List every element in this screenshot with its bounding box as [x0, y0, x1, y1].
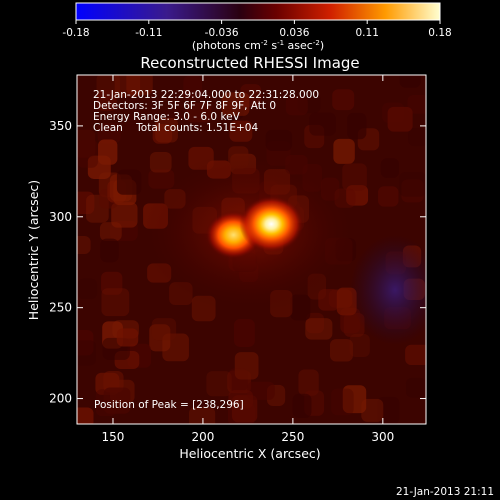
colorbar-units: (photons cm-2 s-1 asec-2): [192, 39, 324, 52]
y-axis-label: Heliocentric Y (arcsec): [26, 180, 41, 320]
colorbar-tick-label: -0.18: [62, 27, 89, 39]
y-tick-label: 300: [49, 210, 72, 224]
colorbar-tick-label: -0.11: [135, 27, 162, 39]
colorbar: [75, 2, 441, 21]
info-detectors: Detectors: 3F 5F 6F 7F 8F 9F, Att 0: [93, 100, 276, 112]
heatmap-image: [77, 75, 426, 424]
plot-frame: [76, 74, 427, 425]
y-tick-label: 350: [49, 119, 72, 133]
colorbar-tick-label: -0.036: [205, 27, 239, 39]
info-energy-range: Energy Range: 3.0 - 6.0 keV: [93, 111, 241, 123]
colorbar-tick-label: 0.11: [356, 27, 379, 39]
y-tick-label: 200: [49, 392, 72, 406]
axis-ticks: 150 200 250 300 200 250 300 350: [49, 75, 426, 444]
x-tick-label: 300: [371, 430, 394, 444]
x-axis-label: Heliocentric X (arcsec): [179, 446, 320, 461]
colorbar-tick-label: 0.18: [428, 27, 451, 39]
y-tick-label: 250: [49, 301, 72, 315]
colorbar-tick-label: 0.036: [279, 27, 309, 39]
x-tick-label: 200: [191, 430, 214, 444]
peak-position-label: Position of Peak = [238,296]: [94, 399, 244, 411]
source-peak: [239, 196, 304, 253]
colorbar-ticks: -0.18 -0.11 -0.036 0.036 0.11 0.18: [62, 20, 452, 39]
info-time-range: 21-Jan-2013 22:29:04.000 to 22:31:28.000: [93, 89, 319, 101]
info-counts: Clean Total counts: 1.51E+04: [93, 122, 258, 134]
chart-title: Reconstructed RHESSI Image: [140, 54, 359, 72]
x-tick-label: 150: [102, 430, 125, 444]
footer-date: 21-Jan-2013 21:11: [396, 486, 494, 498]
x-tick-label: 250: [281, 430, 304, 444]
